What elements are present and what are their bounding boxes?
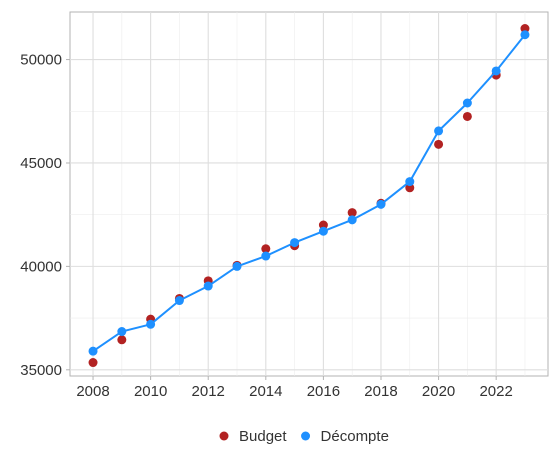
x-tick-label: 2016 [307, 383, 340, 400]
x-tick-label: 2020 [422, 383, 455, 400]
x-tick-label: 2014 [249, 383, 282, 400]
data-point-budget [117, 335, 127, 345]
data-point-d-compte [434, 126, 444, 136]
data-point-budget [462, 111, 472, 121]
plot-panel [69, 11, 549, 377]
data-point-d-compte [117, 327, 127, 337]
data-point-d-compte [491, 66, 501, 76]
data-point-budget [88, 358, 98, 368]
data-point-d-compte [146, 319, 156, 329]
y-tick-label: 35000 [20, 362, 62, 379]
data-point-budget [318, 220, 328, 230]
data-point-d-compte [520, 30, 530, 40]
series-line-d-compte [92, 34, 526, 353]
data-point-budget [347, 208, 357, 218]
data-point-d-compte [203, 281, 213, 291]
legend-key-budget [219, 431, 229, 441]
x-tick-label: 2010 [134, 383, 167, 400]
legend: Budget Décompte [219, 428, 389, 445]
data-point-d-compte [318, 226, 328, 236]
data-point-d-compte [290, 238, 300, 248]
x-tick-label: 2022 [479, 383, 512, 400]
plot-series [88, 24, 530, 368]
data-point-d-compte [405, 177, 415, 187]
y-tick-label: 40000 [20, 258, 62, 275]
data-point-d-compte [261, 251, 271, 261]
legend-label-d-compte: Décompte [321, 428, 389, 445]
axes: 2008 2010 2012 2014 2016 2018 2020 2022 35000 400… [20, 52, 513, 400]
x-tick-label: 2012 [192, 383, 225, 400]
data-point-d-compte [462, 98, 472, 108]
data-point-budget [261, 244, 271, 254]
legend-key-d-compte [301, 431, 311, 441]
data-point-budget [434, 139, 444, 149]
y-tick-label: 50000 [20, 52, 62, 69]
data-point-d-compte [88, 346, 98, 356]
legend-label-budget: Budget [239, 428, 287, 445]
x-tick-label: 2008 [76, 383, 109, 400]
data-point-d-compte [376, 199, 386, 209]
data-point-budget [405, 183, 415, 193]
data-point-d-compte [347, 215, 357, 225]
x-tick-label: 2018 [364, 383, 397, 400]
grid [69, 11, 549, 377]
series-d-compte [88, 30, 530, 356]
data-point-d-compte [174, 296, 184, 306]
y-tick-label: 45000 [20, 155, 62, 172]
data-point-d-compte [232, 261, 242, 271]
data-point-budget [520, 24, 530, 34]
